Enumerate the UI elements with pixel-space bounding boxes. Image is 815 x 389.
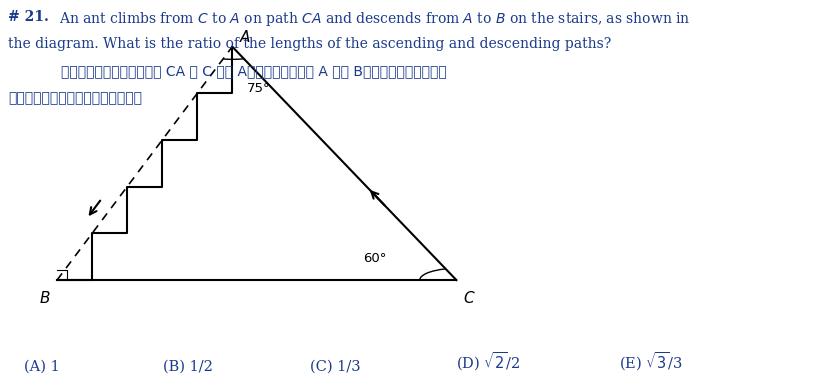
Text: $B$: $B$ <box>39 290 51 306</box>
Text: # 21.: # 21. <box>8 10 49 24</box>
Text: 60°: 60° <box>363 252 386 265</box>
Text: (B) 1/2: (B) 1/2 <box>163 359 213 373</box>
Text: the diagram. What is the ratio of the lengths of the ascending and descending pa: the diagram. What is the ratio of the le… <box>8 37 611 51</box>
Text: 75°: 75° <box>247 82 271 95</box>
Text: (E) $\sqrt{3}$/3: (E) $\sqrt{3}$/3 <box>619 351 683 373</box>
Text: 度和往下爬的路径长度之比是多少？: 度和往下爬的路径长度之比是多少？ <box>8 91 142 105</box>
Text: (A) 1: (A) 1 <box>24 359 60 373</box>
Text: $A$: $A$ <box>239 29 251 45</box>
Text: 如图所示，一只蚁蚁沿路线 CA 从 C 爬到 A，然后顺着阶梯从 A 爬到 B。请问往上爬的路径长: 如图所示，一只蚁蚁沿路线 CA 从 C 爬到 A，然后顺着阶梯从 A 爬到 B。… <box>61 64 447 78</box>
Text: $C$: $C$ <box>463 290 475 306</box>
Text: (C) 1/3: (C) 1/3 <box>310 359 360 373</box>
Text: An ant climbs from $C$ to $A$ on path $CA$ and descends from $A$ to $B$ on the s: An ant climbs from $C$ to $A$ on path $C… <box>59 10 690 28</box>
Text: (D) $\sqrt{2}$/2: (D) $\sqrt{2}$/2 <box>456 351 521 373</box>
